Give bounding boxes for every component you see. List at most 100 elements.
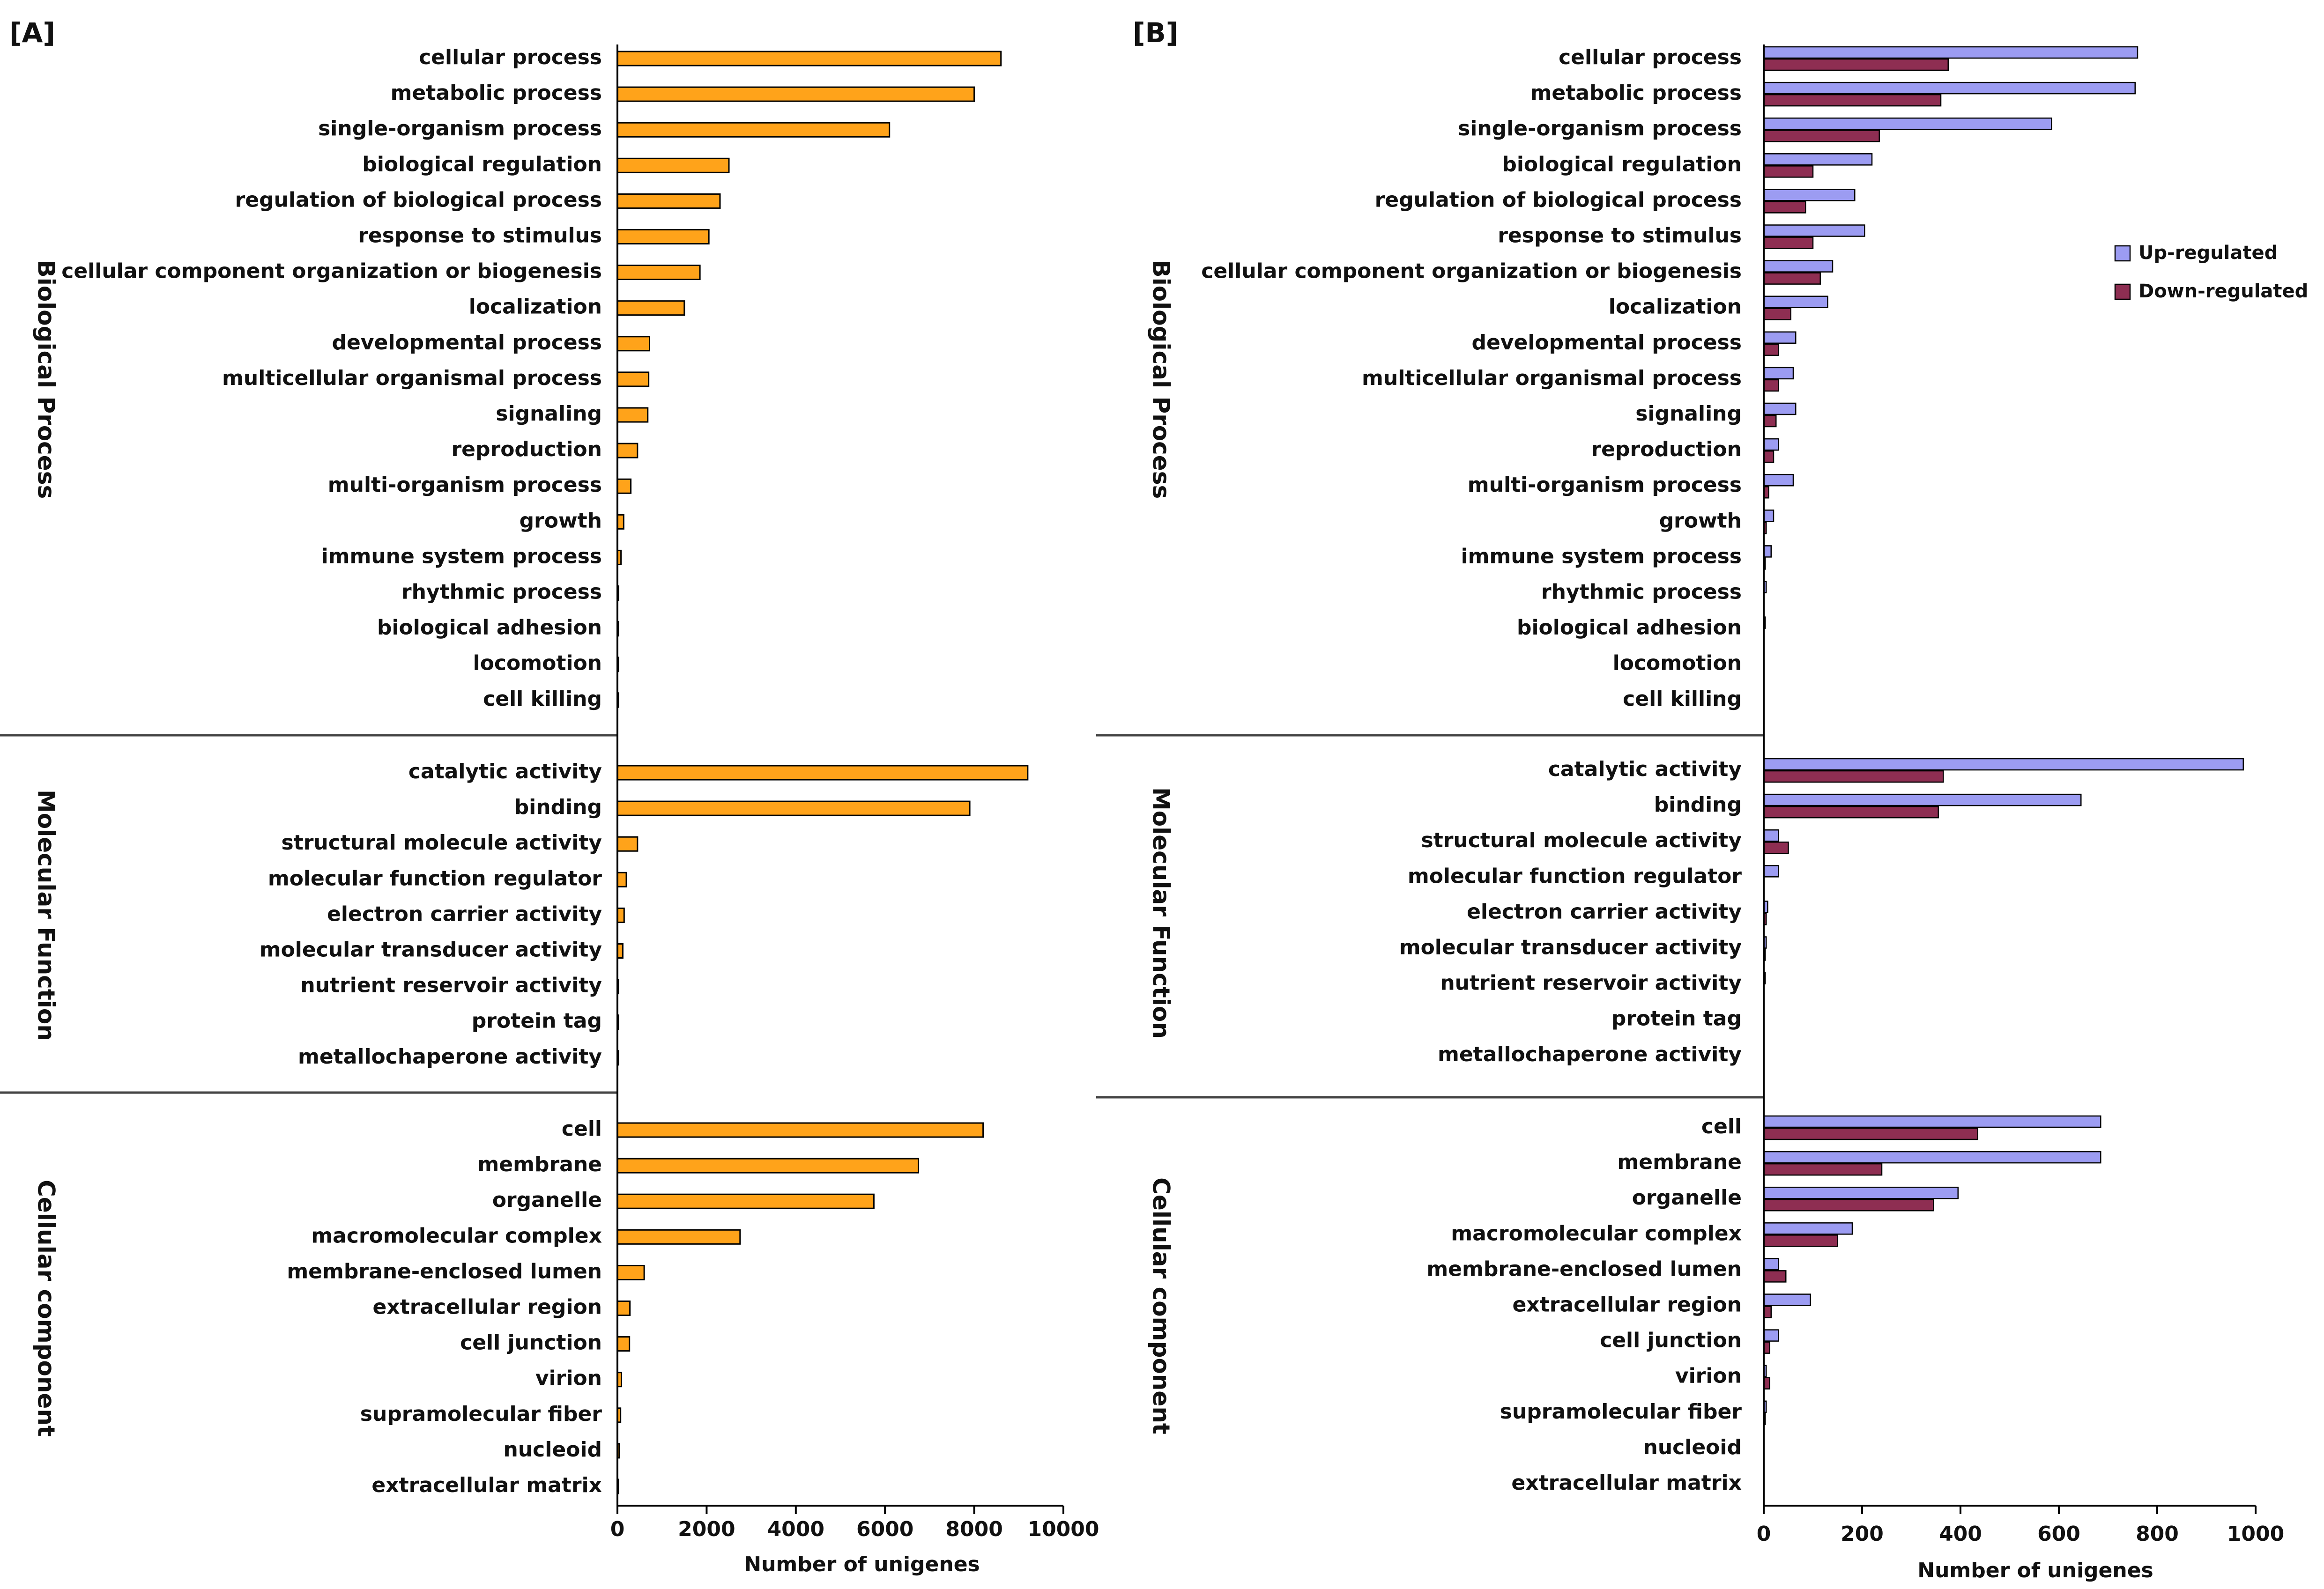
panel-label: [A] bbox=[9, 17, 55, 49]
category-label: cell bbox=[1701, 1115, 1742, 1138]
category-label: cell junction bbox=[460, 1331, 602, 1355]
panel-a: [A] Biological Process cellular process met… bbox=[0, 17, 1099, 1576]
bar-up-regulated bbox=[1763, 545, 1772, 558]
bar-down-regulated bbox=[1763, 379, 1779, 392]
x-tick-label: 800 bbox=[2136, 1522, 2179, 1546]
category-label: cellular process bbox=[1559, 45, 1742, 69]
category-label: molecular transducer activity bbox=[1399, 936, 1742, 960]
x-tick-label: 2000 bbox=[678, 1517, 735, 1541]
x-tick-label: 6000 bbox=[856, 1517, 913, 1541]
bar-down-regulated bbox=[1763, 414, 1777, 428]
category-label: developmental process bbox=[332, 331, 602, 355]
category-label: binding bbox=[514, 795, 602, 819]
bar-up-regulated bbox=[1763, 367, 1794, 380]
bar-up-regulated bbox=[1763, 81, 2136, 95]
bar-up-regulated bbox=[1763, 260, 1834, 273]
category-label: single-organism process bbox=[318, 117, 602, 140]
bar-down-regulated bbox=[1763, 272, 1821, 285]
bar-down-regulated bbox=[1763, 129, 1880, 142]
category-label: biological adhesion bbox=[377, 616, 602, 640]
bar-down-regulated bbox=[1763, 1306, 1772, 1318]
category-label: protein tag bbox=[1611, 1007, 1742, 1031]
category-label: biological regulation bbox=[362, 152, 602, 176]
bar-down-regulated bbox=[1763, 58, 1949, 71]
category-label: response to stimulus bbox=[358, 224, 602, 248]
category-label: supramolecular fiber bbox=[1500, 1400, 1742, 1424]
category-label: cellular component organization or bioge… bbox=[1201, 259, 1742, 283]
category-label: cell bbox=[562, 1117, 602, 1141]
category-label: rhythmic process bbox=[1541, 580, 1742, 604]
category-label: membrane bbox=[1617, 1150, 1742, 1174]
section-cellular-component: Cellular component cell membrane organelle m… bbox=[33, 1117, 984, 1497]
category-label: catalytic activity bbox=[1548, 757, 1742, 781]
category-label: electron carrier activity bbox=[327, 902, 602, 926]
category-label: rhythmic process bbox=[401, 580, 602, 604]
category-label: molecular function regulator bbox=[268, 866, 602, 890]
category-label: reproduction bbox=[451, 437, 602, 461]
x-tick-label: 400 bbox=[1939, 1522, 1982, 1546]
bar-up-regulated bbox=[1763, 1151, 2101, 1164]
bar bbox=[616, 336, 651, 352]
legend-label: Up-regulated bbox=[2138, 242, 2278, 264]
bar bbox=[616, 1229, 741, 1245]
bar-down-regulated bbox=[1763, 770, 1944, 783]
category-label: growth bbox=[1659, 509, 1742, 532]
category-label: immune system process bbox=[1461, 544, 1742, 568]
category-label: macromolecular complex bbox=[311, 1224, 602, 1248]
bar-down-regulated bbox=[1763, 201, 1806, 214]
section-biological-process: Biological Process cellular process metabo… bbox=[33, 45, 1002, 711]
category-label: nutrient reservoir activity bbox=[1440, 971, 1742, 995]
bar-up-regulated bbox=[1763, 189, 1856, 201]
category-label: membrane-enclosed lumen bbox=[1426, 1257, 1742, 1281]
category-label: multi-organism process bbox=[328, 473, 602, 497]
category-label: localization bbox=[469, 295, 602, 319]
bar bbox=[616, 1301, 631, 1316]
category-label: organelle bbox=[1632, 1186, 1742, 1210]
category-label: signaling bbox=[496, 402, 602, 426]
bar-down-regulated bbox=[1763, 841, 1789, 854]
category-label: extracellular region bbox=[1512, 1293, 1742, 1317]
bar-up-regulated bbox=[1763, 224, 1865, 237]
bar-down-regulated bbox=[1763, 806, 1939, 819]
bar-down-regulated bbox=[1763, 450, 1775, 463]
bar bbox=[616, 157, 730, 173]
category-label: immune system process bbox=[321, 544, 602, 568]
bar-up-regulated bbox=[1763, 296, 1828, 308]
category-label: organelle bbox=[492, 1188, 602, 1212]
legend-swatch bbox=[2114, 283, 2131, 300]
bar bbox=[616, 478, 632, 494]
bar bbox=[616, 265, 701, 281]
category-label: virion bbox=[1675, 1364, 1742, 1388]
category-label: regulation of biological process bbox=[1375, 188, 1742, 212]
panel-b: [B] Biological Process cellular process met… bbox=[1096, 17, 2308, 1582]
bar-up-regulated bbox=[1763, 1329, 1779, 1342]
section-biological-process: Biological Process cellular process metabo… bbox=[1148, 45, 2138, 711]
x-axis-title: Number of unigenes bbox=[1917, 1559, 2153, 1582]
bar-down-regulated bbox=[1763, 237, 1814, 249]
bar bbox=[616, 1122, 984, 1138]
category-label: locomotion bbox=[473, 651, 602, 675]
category-label: cellular process bbox=[419, 45, 602, 69]
category-label: cell junction bbox=[1600, 1329, 1742, 1352]
category-label: locomotion bbox=[1613, 651, 1742, 675]
bar-up-regulated bbox=[1763, 402, 1797, 415]
bar-up-regulated bbox=[1763, 510, 1775, 522]
category-label: developmental process bbox=[1471, 331, 1742, 355]
bar-up-regulated bbox=[1763, 1186, 1959, 1199]
bar bbox=[616, 193, 721, 209]
category-label: multicellular organismal process bbox=[1362, 366, 1742, 390]
legend: Up-regulated Down-regulated bbox=[2114, 242, 2308, 302]
bar-up-regulated bbox=[1763, 1293, 1811, 1306]
bar-down-regulated bbox=[1763, 343, 1779, 356]
x-tick-label: 8000 bbox=[945, 1517, 1002, 1541]
category-label: extracellular region bbox=[372, 1295, 602, 1319]
bar-down-regulated bbox=[1763, 308, 1791, 320]
bar-up-regulated bbox=[1763, 865, 1779, 878]
x-tick-label: 0 bbox=[1757, 1522, 1771, 1546]
category-label: catalytic activity bbox=[408, 760, 602, 783]
category-label: response to stimulus bbox=[1498, 224, 1742, 248]
legend-swatch bbox=[2114, 245, 2131, 262]
category-label: biological adhesion bbox=[1517, 616, 1742, 640]
category-label: membrane bbox=[477, 1153, 602, 1176]
bar-up-regulated bbox=[1763, 46, 2138, 59]
